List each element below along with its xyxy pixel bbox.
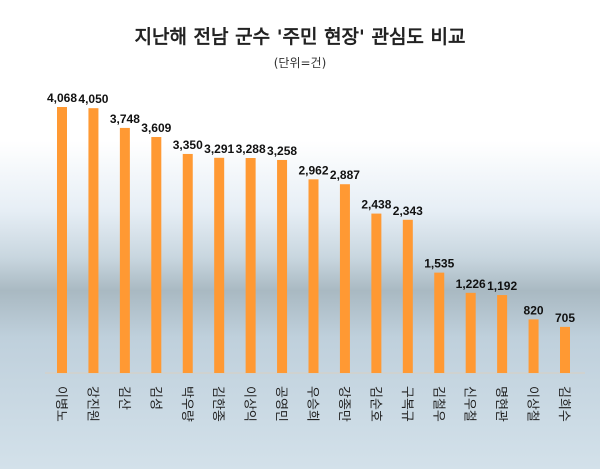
data-label-16: 705 [555, 311, 575, 325]
category-label-1: 강진원 [84, 386, 99, 422]
data-label-11: 2,343 [393, 204, 423, 218]
data-label-15: 820 [524, 303, 544, 317]
data-label-9: 2,887 [330, 168, 360, 182]
category-label-10: 김순호 [367, 386, 382, 422]
bar-15 [528, 319, 539, 373]
bar-5 [214, 157, 225, 373]
bar-2 [119, 127, 130, 373]
bar-7 [277, 159, 288, 373]
bar-14 [497, 295, 508, 373]
bar-16 [560, 326, 570, 373]
category-label-14: 명현관 [493, 386, 508, 422]
data-label-2: 3,748 [110, 112, 140, 126]
data-label-14: 1,192 [487, 279, 517, 293]
data-label-10: 2,438 [361, 198, 391, 212]
category-label-0: 이병노 [53, 386, 68, 422]
bar-3 [151, 137, 162, 373]
category-label-11: 구복규 [399, 386, 414, 422]
data-label-1: 4,050 [78, 92, 108, 106]
bar-0 [57, 107, 67, 373]
data-label-0: 4,068 [47, 91, 77, 105]
chart-title: 지난해 전남 군수 '주민 현장' 관심도 비교 [134, 26, 466, 48]
category-label-12: 김철우 [430, 386, 445, 422]
bar-11 [402, 219, 413, 373]
data-label-3: 3,609 [141, 121, 171, 135]
bar-13 [465, 292, 476, 373]
category-label-4: 박우량 [179, 386, 194, 422]
data-label-12: 1,535 [424, 257, 454, 271]
data-label-13: 1,226 [456, 277, 486, 291]
category-label-3: 김성 [147, 386, 162, 410]
data-label-8: 2,962 [298, 163, 328, 177]
bar-8 [308, 179, 319, 373]
bar-1 [88, 108, 99, 373]
category-label-15: 이상철 [525, 386, 540, 422]
category-label-7: 공영민 [273, 386, 288, 422]
chart-subtitle: (단위=건) [273, 56, 327, 70]
category-label-2: 김산 [116, 386, 131, 410]
bar-6 [245, 158, 256, 373]
category-label-13: 신우철 [462, 386, 477, 422]
category-label-9: 강종만 [336, 386, 351, 422]
bar-9 [339, 184, 350, 373]
category-label-5: 김한종 [210, 386, 225, 422]
data-label-4: 3,350 [173, 138, 203, 152]
category-label-8: 우승희 [305, 386, 320, 422]
category-label-6: 이상익 [242, 386, 257, 422]
bar-4 [182, 153, 193, 373]
data-label-7: 3,258 [267, 144, 297, 158]
bar-12 [434, 272, 445, 373]
category-label-16: 김희수 [556, 386, 571, 422]
bar-10 [371, 213, 382, 373]
data-label-5: 3,291 [204, 142, 234, 156]
data-label-6: 3,288 [236, 142, 266, 156]
